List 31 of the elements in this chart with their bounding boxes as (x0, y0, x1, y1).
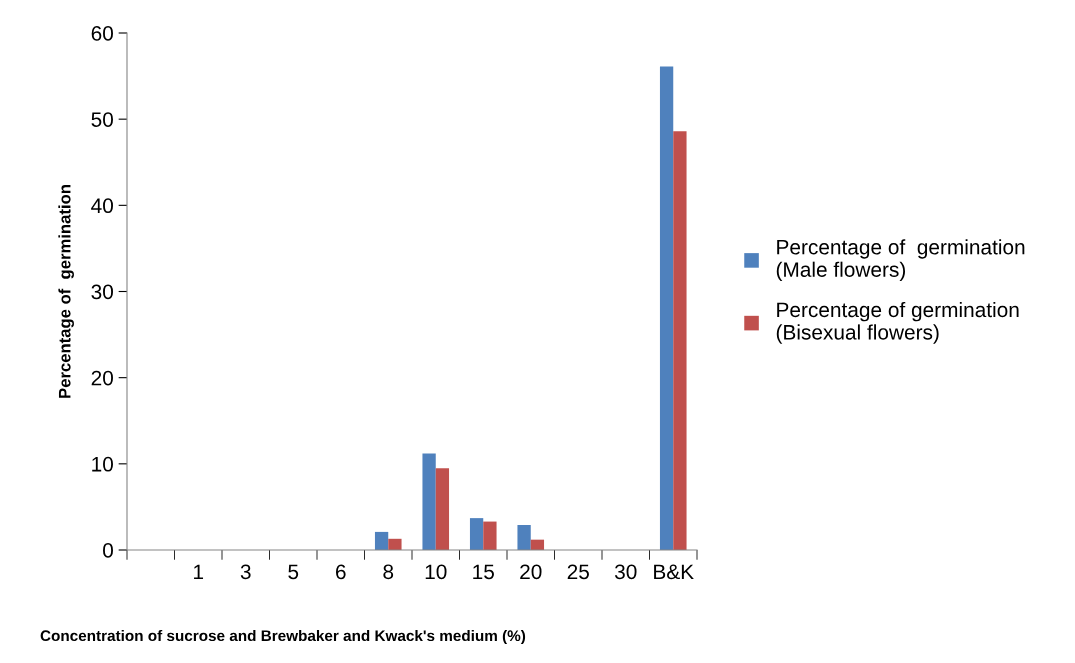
x-tick-label: 1 (194, 564, 204, 579)
y-tick-label: 50 (91, 112, 113, 127)
y-tick-label: 60 (91, 26, 113, 41)
y-tick-label: 40 (91, 198, 113, 214)
x-tick-label: 5 (288, 564, 299, 580)
bar (483, 521, 497, 550)
x-tick-label: 15 (473, 564, 494, 580)
legend-label: Percentage of germination (Male flowers) (776, 239, 1025, 282)
y-axis-title: Percentage of germination (58, 185, 74, 398)
y-tick-label: 0 (103, 543, 113, 558)
y-tick-label: 20 (91, 370, 113, 386)
legend-label: Percentage of germination (Bisexual flowers) (776, 301, 1019, 344)
x-tick-label: B&K (654, 564, 694, 580)
bar (517, 525, 531, 550)
x-tick-label: 6 (336, 564, 346, 580)
x-tick-label: 3 (240, 564, 251, 580)
bar (673, 131, 687, 550)
x-tick-label: 8 (383, 564, 394, 580)
x-tick-label: 10 (425, 564, 447, 580)
bar (469, 518, 484, 550)
y-tick-label: 30 (91, 284, 113, 300)
x-axis-title: Concentration of sucrose and Brewbaker and Kwack's medium (%) (40, 629, 526, 645)
bar (422, 453, 436, 550)
bar (659, 66, 674, 550)
bar (388, 538, 402, 550)
y-tick-label: 10 (92, 456, 113, 472)
x-tick-label: 25 (567, 564, 589, 580)
bar (435, 468, 450, 550)
bar (374, 531, 389, 550)
x-tick-label: 30 (614, 564, 637, 580)
x-tick-label: 20 (520, 564, 542, 580)
